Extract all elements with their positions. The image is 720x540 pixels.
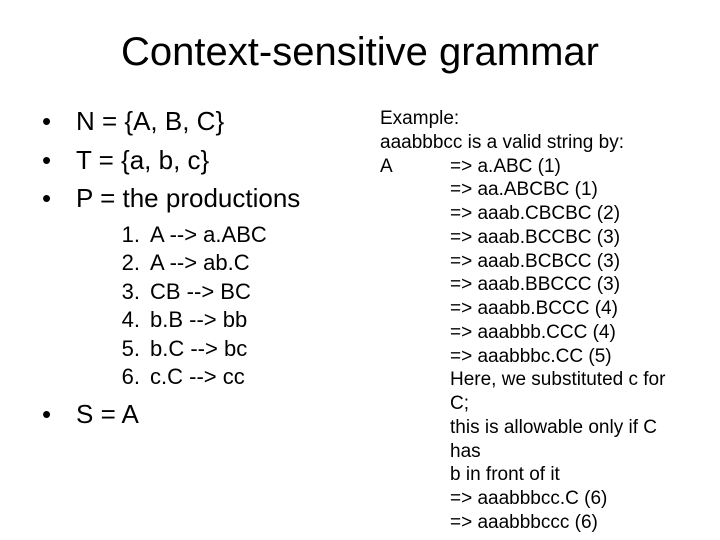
production-num: 2. — [110, 249, 146, 278]
example-valid: aaabbbcc is a valid string by: — [380, 131, 680, 155]
note-line: b in front of it — [450, 463, 680, 487]
production-row: 3. CB --> BC — [110, 278, 380, 307]
derivation-row: => aaabbb.CCC (4) — [380, 321, 680, 345]
bullet-t: T = {a, b, c} — [76, 144, 380, 177]
derivation-step: => aa.ABCBC (1) — [450, 178, 680, 202]
slide: Context-sensitive grammar • N = {A, B, C… — [0, 0, 720, 540]
production-row: 5. b.C --> bc — [110, 335, 380, 364]
slide-title: Context-sensitive grammar — [40, 30, 680, 75]
production-num: 6. — [110, 363, 146, 392]
derivation-step: => aaab.BCBCC (3) — [450, 250, 680, 274]
production-text: A --> a.ABC — [146, 221, 380, 250]
slide-body: • N = {A, B, C} • T = {a, b, c} • P = th… — [40, 105, 680, 535]
bullet-dot: • — [40, 105, 76, 138]
derivation-step: => aaab.CBCBC (2) — [450, 202, 680, 226]
production-num: 1. — [110, 221, 146, 250]
bullet-s: S = A — [76, 398, 380, 431]
left-column: • N = {A, B, C} • T = {a, b, c} • P = th… — [40, 105, 380, 535]
production-text: c.C --> cc — [146, 363, 380, 392]
production-num: 5. — [110, 335, 146, 364]
derivation-row: A => a.ABC (1) — [380, 155, 680, 179]
derivation-row: => aaabbbc.CC (5) — [380, 345, 680, 369]
note-line: Here, we substituted c for C; — [450, 368, 680, 416]
bullet-p: P = the productions — [76, 182, 380, 215]
bullet-dot: • — [40, 398, 76, 431]
production-text: b.C --> bc — [146, 335, 380, 364]
derivation-step: => aaabbb.CCC (4) — [450, 321, 680, 345]
derivation-row: => aaabbbccc (6) — [380, 511, 680, 535]
derivation-row: => aaab.CBCBC (2) — [380, 202, 680, 226]
right-column: Example: aaabbbcc is a valid string by: … — [380, 105, 680, 535]
bullet-n: N = {A, B, C} — [76, 105, 380, 138]
derivation-note: Here, we substituted c for C; — [380, 368, 680, 416]
derivation-note: b in front of it — [380, 463, 680, 487]
production-text: A --> ab.C — [146, 249, 380, 278]
bullet-dot: • — [40, 144, 76, 177]
derivation-step: => aaab.BCCBC (3) — [450, 226, 680, 250]
note-line: this is allowable only if C has — [450, 416, 680, 464]
derivation-step: => aaab.BBCCC (3) — [450, 273, 680, 297]
bullet-n-row: • N = {A, B, C} — [40, 105, 380, 138]
derivation-step: => a.ABC (1) — [450, 155, 680, 179]
bullet-p-row: • P = the productions — [40, 182, 380, 215]
production-row: 1. A --> a.ABC — [110, 221, 380, 250]
derivation-note: this is allowable only if C has — [380, 416, 680, 464]
derivation-row: => aa.ABCBC (1) — [380, 178, 680, 202]
production-text: b.B --> bb — [146, 306, 380, 335]
derivation-step: => aaabbbcc.C (6) — [450, 487, 680, 511]
derivation-row: => aaab.BBCCC (3) — [380, 273, 680, 297]
bullet-t-row: • T = {a, b, c} — [40, 144, 380, 177]
bullet-s-row: • S = A — [40, 398, 380, 431]
derivation-step: => aaabb.BCCC (4) — [450, 297, 680, 321]
production-row: 2. A --> ab.C — [110, 249, 380, 278]
production-num: 3. — [110, 278, 146, 307]
production-num: 4. — [110, 306, 146, 335]
example-label: Example: — [380, 107, 680, 131]
derivation-row: => aaabbbcc.C (6) — [380, 487, 680, 511]
derivation-start: A — [380, 155, 450, 179]
derivation-step: => aaabbbccc (6) — [450, 511, 680, 535]
derivation-row: => aaab.BCCBC (3) — [380, 226, 680, 250]
derivation-row: => aaab.BCBCC (3) — [380, 250, 680, 274]
derivation-row: => aaabb.BCCC (4) — [380, 297, 680, 321]
production-row: 4. b.B --> bb — [110, 306, 380, 335]
bullet-dot: • — [40, 182, 76, 215]
production-text: CB --> BC — [146, 278, 380, 307]
production-row: 6. c.C --> cc — [110, 363, 380, 392]
derivation-step: => aaabbbc.CC (5) — [450, 345, 680, 369]
productions-list: 1. A --> a.ABC 2. A --> ab.C 3. CB --> B… — [40, 221, 380, 393]
